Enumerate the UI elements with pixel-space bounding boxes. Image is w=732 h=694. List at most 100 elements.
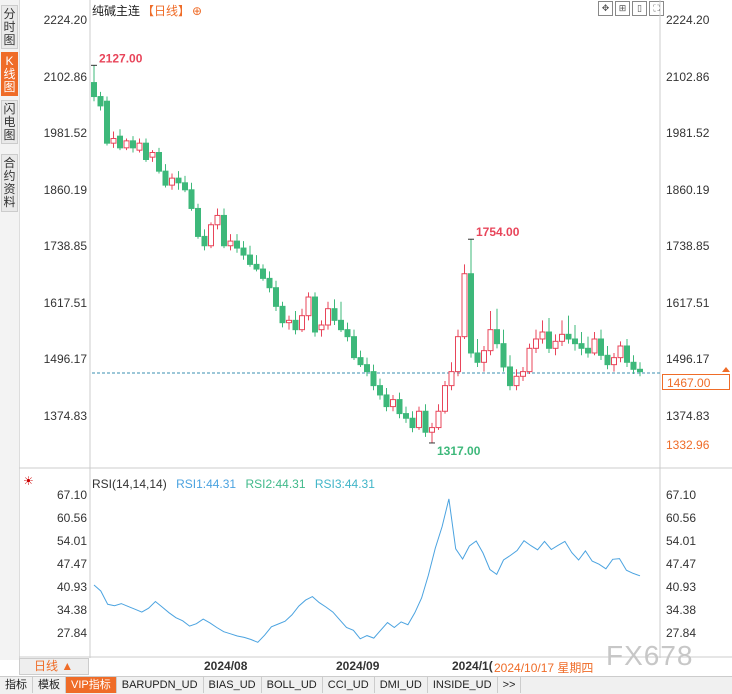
candle-body: [123, 140, 130, 149]
candle-body: [487, 329, 494, 352]
candle-body: [305, 296, 312, 317]
candle-body: [598, 338, 604, 356]
indicator-tab[interactable]: DMI_UD: [375, 677, 428, 693]
price-annotation: 1754.00: [476, 225, 520, 239]
candle-body: [409, 417, 416, 429]
candle-body: [214, 214, 221, 226]
zoom-out-icon[interactable]: ⊞: [615, 1, 630, 16]
candle-body: [565, 333, 572, 340]
sidebar-tab-contract-info[interactable]: 合约资料: [1, 154, 18, 212]
sidebar-tab-kline[interactable]: K线图: [1, 52, 18, 96]
lowest-reference-label: 1332.96: [666, 438, 710, 452]
price-axis-label: 1496.17: [43, 352, 87, 367]
candle-body: [188, 189, 195, 209]
date-label: 2024/09: [336, 659, 380, 673]
candle-body: [247, 254, 253, 265]
period-selector[interactable]: 日线 ▲: [19, 658, 89, 675]
zoom-in-icon[interactable]: ✥: [598, 1, 613, 16]
indicator-tab[interactable]: BIAS_UD: [204, 677, 262, 693]
time-axis: [19, 658, 732, 675]
candle-body: [162, 170, 169, 186]
candle-body: [260, 268, 266, 279]
rsi-axis-label: 34.38: [666, 603, 697, 617]
candle-body: [513, 375, 520, 387]
candle-body: [591, 338, 598, 354]
layout-icon[interactable]: ▯: [632, 1, 647, 16]
rsi1-value: RSI1:44.31: [176, 477, 237, 491]
sidebar-tab-timeshare[interactable]: 分时图: [1, 5, 18, 49]
candle-body: [266, 277, 273, 289]
candle-body: [273, 287, 279, 307]
price-annotation: 2127.00: [99, 51, 143, 65]
indicator-tab[interactable]: 指标: [0, 677, 33, 693]
rsi2-value: RSI2:44.31: [245, 477, 306, 491]
rsi-axis-label: 47.47: [666, 557, 697, 571]
fullscreen-icon[interactable]: ⛶: [649, 1, 664, 16]
rsi-axis-label: 60.56: [56, 511, 87, 525]
indicator-tab[interactable]: >>: [498, 677, 522, 693]
sidebar-tab-flash[interactable]: 闪电图: [1, 100, 18, 144]
price-axis-label: 1860.19: [666, 182, 710, 197]
indicator-tab[interactable]: INSIDE_UD: [428, 677, 498, 693]
rsi-axis-label: 40.93: [56, 580, 87, 594]
rsi-axis-label: 27.84: [666, 626, 697, 640]
rsi-axis-label: 47.47: [56, 557, 87, 571]
candle-body: [136, 142, 143, 151]
rsi-axis-label: 67.10: [56, 488, 87, 502]
view-sidebar: 分时图 K线图 闪电图 合约资料: [0, 0, 20, 660]
candle-body: [624, 345, 630, 363]
price-axis-label: 1496.17: [666, 352, 710, 367]
price-axis-label: 1860.19: [43, 182, 87, 197]
candle-body: [390, 399, 396, 408]
candle-body: [325, 308, 331, 326]
rsi-axis-label: 27.84: [56, 626, 87, 640]
candle-body: [520, 371, 526, 377]
price-axis-label: 1738.85: [43, 239, 87, 254]
add-indicator-icon[interactable]: ⊕: [192, 4, 203, 18]
price-axis-label: 2102.86: [43, 69, 87, 84]
rsi-axis-label: 54.01: [666, 534, 697, 548]
candle-body: [351, 336, 357, 359]
indicator-tab[interactable]: CCI_UD: [323, 677, 375, 693]
candle-body: [156, 152, 162, 172]
instrument-name: 纯碱主连: [92, 4, 141, 18]
date-label: 2024/08: [204, 659, 248, 673]
candle-body: [494, 329, 500, 345]
candle-body: [604, 354, 611, 366]
candle-body: [383, 394, 390, 408]
candle-body: [377, 385, 383, 396]
candle-body: [364, 364, 370, 373]
candle-body: [500, 343, 507, 368]
rsi-line: [93, 498, 641, 643]
candle-body: [422, 410, 429, 433]
rsi3-value: RSI3:44.31: [314, 477, 375, 491]
price-axis-label: 1981.52: [43, 126, 87, 141]
period-label: 【日线】: [142, 4, 191, 18]
candle-body: [416, 410, 422, 429]
candle-body: [455, 336, 461, 373]
candle-body: [149, 152, 156, 158]
indicator-tabs: 指标 模板 VIP指标 BARUPDN_UD BIAS_UD BOLL_UD CCI_UD D…: [0, 676, 732, 694]
indicator-tab[interactable]: BOLL_UD: [262, 677, 323, 693]
indicator-tab[interactable]: 模板: [33, 677, 66, 693]
rsi-axis-label: 40.93: [666, 580, 697, 594]
indicator-tab[interactable]: VIP指标: [66, 677, 117, 693]
candle-body: [546, 331, 552, 349]
settings-icon[interactable]: ☀: [23, 474, 34, 488]
rsi-axis-label: 60.56: [666, 511, 697, 525]
price-axis-label: 1617.51: [43, 295, 87, 310]
candle-body: [442, 385, 448, 412]
candle-body: [338, 319, 344, 331]
price-annotation: 1317.00: [437, 444, 481, 458]
indicator-tab[interactable]: BARUPDN_UD: [117, 677, 204, 693]
chart-title: 纯碱主连 【日线】 ⊕: [92, 2, 202, 19]
price-axis-label: 1374.83: [666, 409, 710, 423]
candle-body: [435, 410, 442, 429]
candle-body: [221, 214, 227, 247]
candle-body: [110, 138, 117, 144]
candle-body: [533, 338, 539, 349]
candle-body: [227, 240, 234, 247]
candle-body: [637, 368, 643, 373]
rsi-axis-label: 54.01: [56, 534, 87, 548]
